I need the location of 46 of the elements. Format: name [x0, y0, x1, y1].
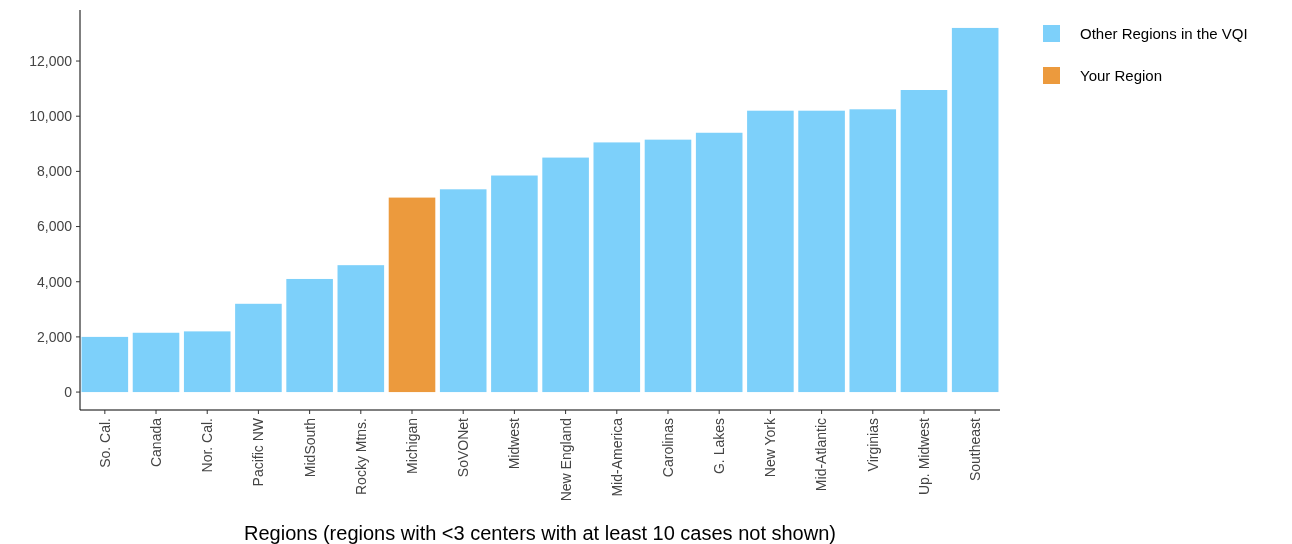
bar [644, 139, 692, 393]
bar [900, 90, 948, 393]
x-tick-label: Rocky Mtns. [352, 418, 369, 496]
x-tick-label: Mid-America [608, 417, 625, 497]
bar [235, 303, 282, 393]
bar [337, 265, 385, 393]
bar [491, 175, 538, 393]
bar [849, 109, 897, 393]
x-axis-title: Regions (regions with <3 centers with at least 10 cases not shown) [244, 522, 836, 544]
bar [132, 332, 180, 393]
x-tick-label: Nor. Cal. [199, 418, 216, 473]
y-tick-label: 6,000 [36, 218, 73, 235]
x-tick-label: MidSouth [301, 418, 318, 478]
y-tick-label: 8,000 [36, 163, 73, 180]
x-tick-label: SoVONet [455, 417, 472, 478]
x-tick-label: Southeast [967, 417, 984, 482]
y-tick-label: 12,000 [29, 52, 73, 69]
x-tick-label: G. Lakes [711, 418, 728, 475]
x-tick-label: So. Cal. [96, 418, 113, 468]
bar [542, 157, 589, 393]
y-tick-label: 0 [64, 383, 73, 400]
x-tick-label: Pacific NW [250, 417, 267, 487]
y-tick-label: 4,000 [36, 273, 73, 290]
bar [747, 110, 794, 393]
legend-label: Other Regions in the VQI [1080, 24, 1248, 42]
x-tick-label: Carolinas [659, 418, 676, 478]
x-tick-label: New York [762, 417, 779, 478]
bar [388, 197, 436, 393]
bar [798, 110, 845, 393]
bar [286, 278, 333, 393]
bar [439, 189, 487, 393]
y-tick-label: 10,000 [29, 108, 73, 125]
legend-label: Your Region [1080, 66, 1163, 84]
x-tick-label: Virginias [864, 418, 881, 472]
bar [183, 331, 231, 393]
bar [695, 132, 743, 393]
x-tick-label: Michigan [403, 418, 420, 475]
x-tick-label: New England [557, 418, 574, 502]
bar [951, 27, 999, 393]
bar [593, 142, 641, 393]
x-tick-label: Up. Midwest [915, 417, 932, 496]
y-tick-label: 2,000 [36, 328, 73, 345]
x-tick-label: Midwest [506, 417, 523, 470]
x-tick-label: Mid-Atlantic [813, 418, 830, 492]
x-tick-label: Canada [147, 417, 164, 468]
bar [81, 336, 129, 393]
